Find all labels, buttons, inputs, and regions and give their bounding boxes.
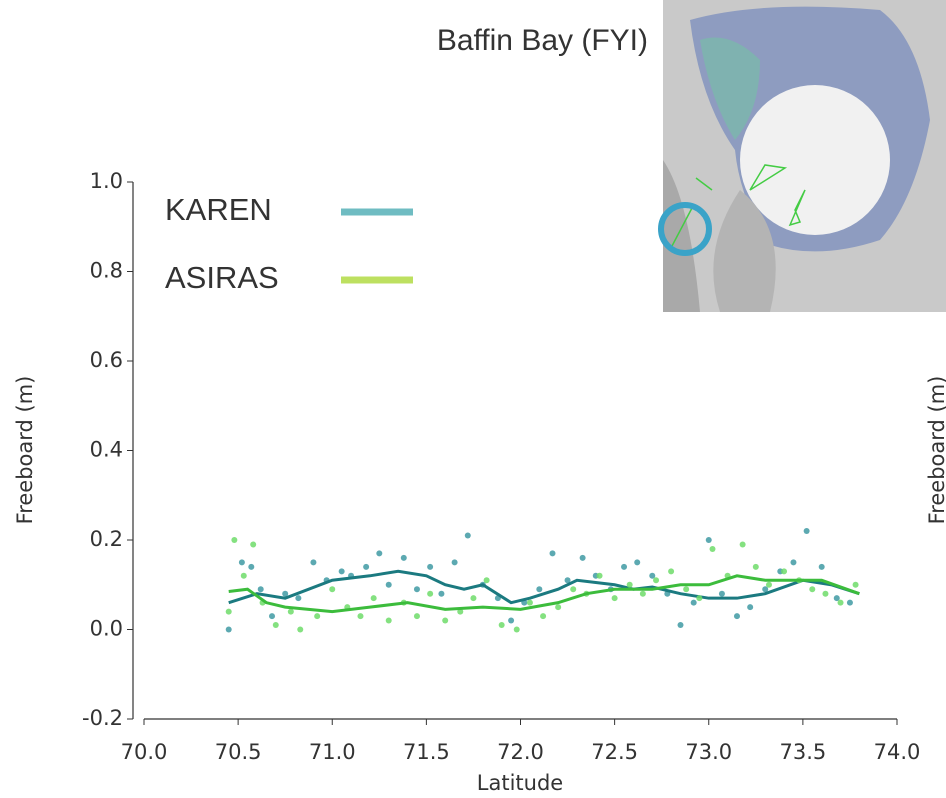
data-point (452, 559, 458, 565)
data-point (371, 595, 377, 601)
data-point (401, 555, 407, 561)
data-point (339, 568, 345, 574)
page: Baffin Bay (FYI) Freeboard (m) Latitude … (0, 0, 946, 798)
data-point (747, 604, 753, 610)
x-tick-label: 72.0 (497, 740, 544, 764)
data-point (819, 564, 825, 570)
data-point (580, 555, 586, 561)
data-point (691, 600, 697, 606)
x-tick-label: 71.5 (403, 740, 450, 764)
data-point (809, 586, 815, 592)
data-point (427, 591, 433, 597)
data-point (634, 559, 640, 565)
data-point (527, 600, 533, 606)
data-point (719, 591, 725, 597)
y-tick-label: 0.0 (90, 617, 123, 641)
data-point (226, 609, 232, 615)
data-point (653, 577, 659, 583)
data-point (706, 537, 712, 543)
data-point (627, 582, 633, 588)
data-point (239, 559, 245, 565)
data-point (329, 586, 335, 592)
data-point (550, 550, 556, 556)
legend-label: KAREN (165, 192, 272, 227)
x-tick-label: 74.0 (874, 740, 921, 764)
data-point (414, 586, 420, 592)
y-tick-label: 1.0 (90, 169, 123, 193)
y-axis-label: Freeboard (m) (13, 376, 37, 525)
data-point (621, 564, 627, 570)
x-tick-label: 72.5 (591, 740, 638, 764)
y-axis-label: Freeboard (m) (925, 376, 946, 525)
legend-label: ASIRAS (165, 260, 279, 295)
data-point (273, 622, 279, 628)
data-point (683, 586, 689, 592)
data-point (555, 604, 561, 610)
data-point (269, 613, 275, 619)
data-point (386, 582, 392, 588)
data-point (427, 564, 433, 570)
data-point (314, 613, 320, 619)
data-point (766, 582, 772, 588)
y-tick-label: 0.8 (90, 259, 123, 283)
data-point (753, 564, 759, 570)
data-point (288, 609, 294, 615)
x-tick-label: 71.0 (309, 740, 356, 764)
data-point (514, 627, 520, 633)
map-inset (661, 0, 946, 312)
data-point (248, 564, 254, 570)
data-point (297, 627, 303, 633)
data-point (310, 559, 316, 565)
data-point (838, 600, 844, 606)
data-point (847, 600, 853, 606)
chart-title: Baffin Bay (FYI) (437, 24, 648, 57)
data-point (258, 586, 264, 592)
data-point (226, 627, 232, 633)
data-point (540, 613, 546, 619)
data-point (357, 613, 363, 619)
data-point (465, 533, 471, 539)
data-point (790, 559, 796, 565)
data-point (734, 613, 740, 619)
data-point (678, 622, 684, 628)
data-point (804, 528, 810, 534)
map-pole-hole (740, 85, 890, 235)
data-point (853, 582, 859, 588)
data-point (295, 595, 301, 601)
data-point (696, 595, 702, 601)
data-point (508, 618, 514, 624)
data-point (740, 541, 746, 547)
data-point (376, 550, 382, 556)
data-point (612, 595, 618, 601)
data-point (414, 613, 420, 619)
x-tick-label: 73.0 (685, 740, 732, 764)
y-tick-label: 0.2 (90, 527, 123, 551)
x-tick-label: 70.0 (121, 740, 168, 764)
y-tick-label: 0.6 (90, 348, 123, 372)
data-point (231, 537, 237, 543)
data-point (442, 618, 448, 624)
data-point (710, 546, 716, 552)
data-point (470, 595, 476, 601)
x-tick-label: 70.5 (215, 740, 262, 764)
data-point (668, 568, 674, 574)
data-point (640, 591, 646, 597)
data-point (386, 618, 392, 624)
data-point (822, 591, 828, 597)
chart: Baffin Bay (FYI) Freeboard (m) Latitude … (0, 0, 946, 798)
data-point (241, 573, 247, 579)
data-point (597, 573, 603, 579)
y-tick-label: -0.2 (82, 706, 123, 730)
data-point (438, 591, 444, 597)
x-tick-label: 73.5 (779, 740, 826, 764)
data-point (781, 568, 787, 574)
data-point (536, 586, 542, 592)
data-point (250, 541, 256, 547)
data-point (570, 586, 576, 592)
y-tick-label: 0.4 (90, 438, 123, 462)
data-point (484, 577, 490, 583)
data-point (363, 564, 369, 570)
data-point (499, 622, 505, 628)
x-axis-label: Latitude (477, 771, 563, 795)
